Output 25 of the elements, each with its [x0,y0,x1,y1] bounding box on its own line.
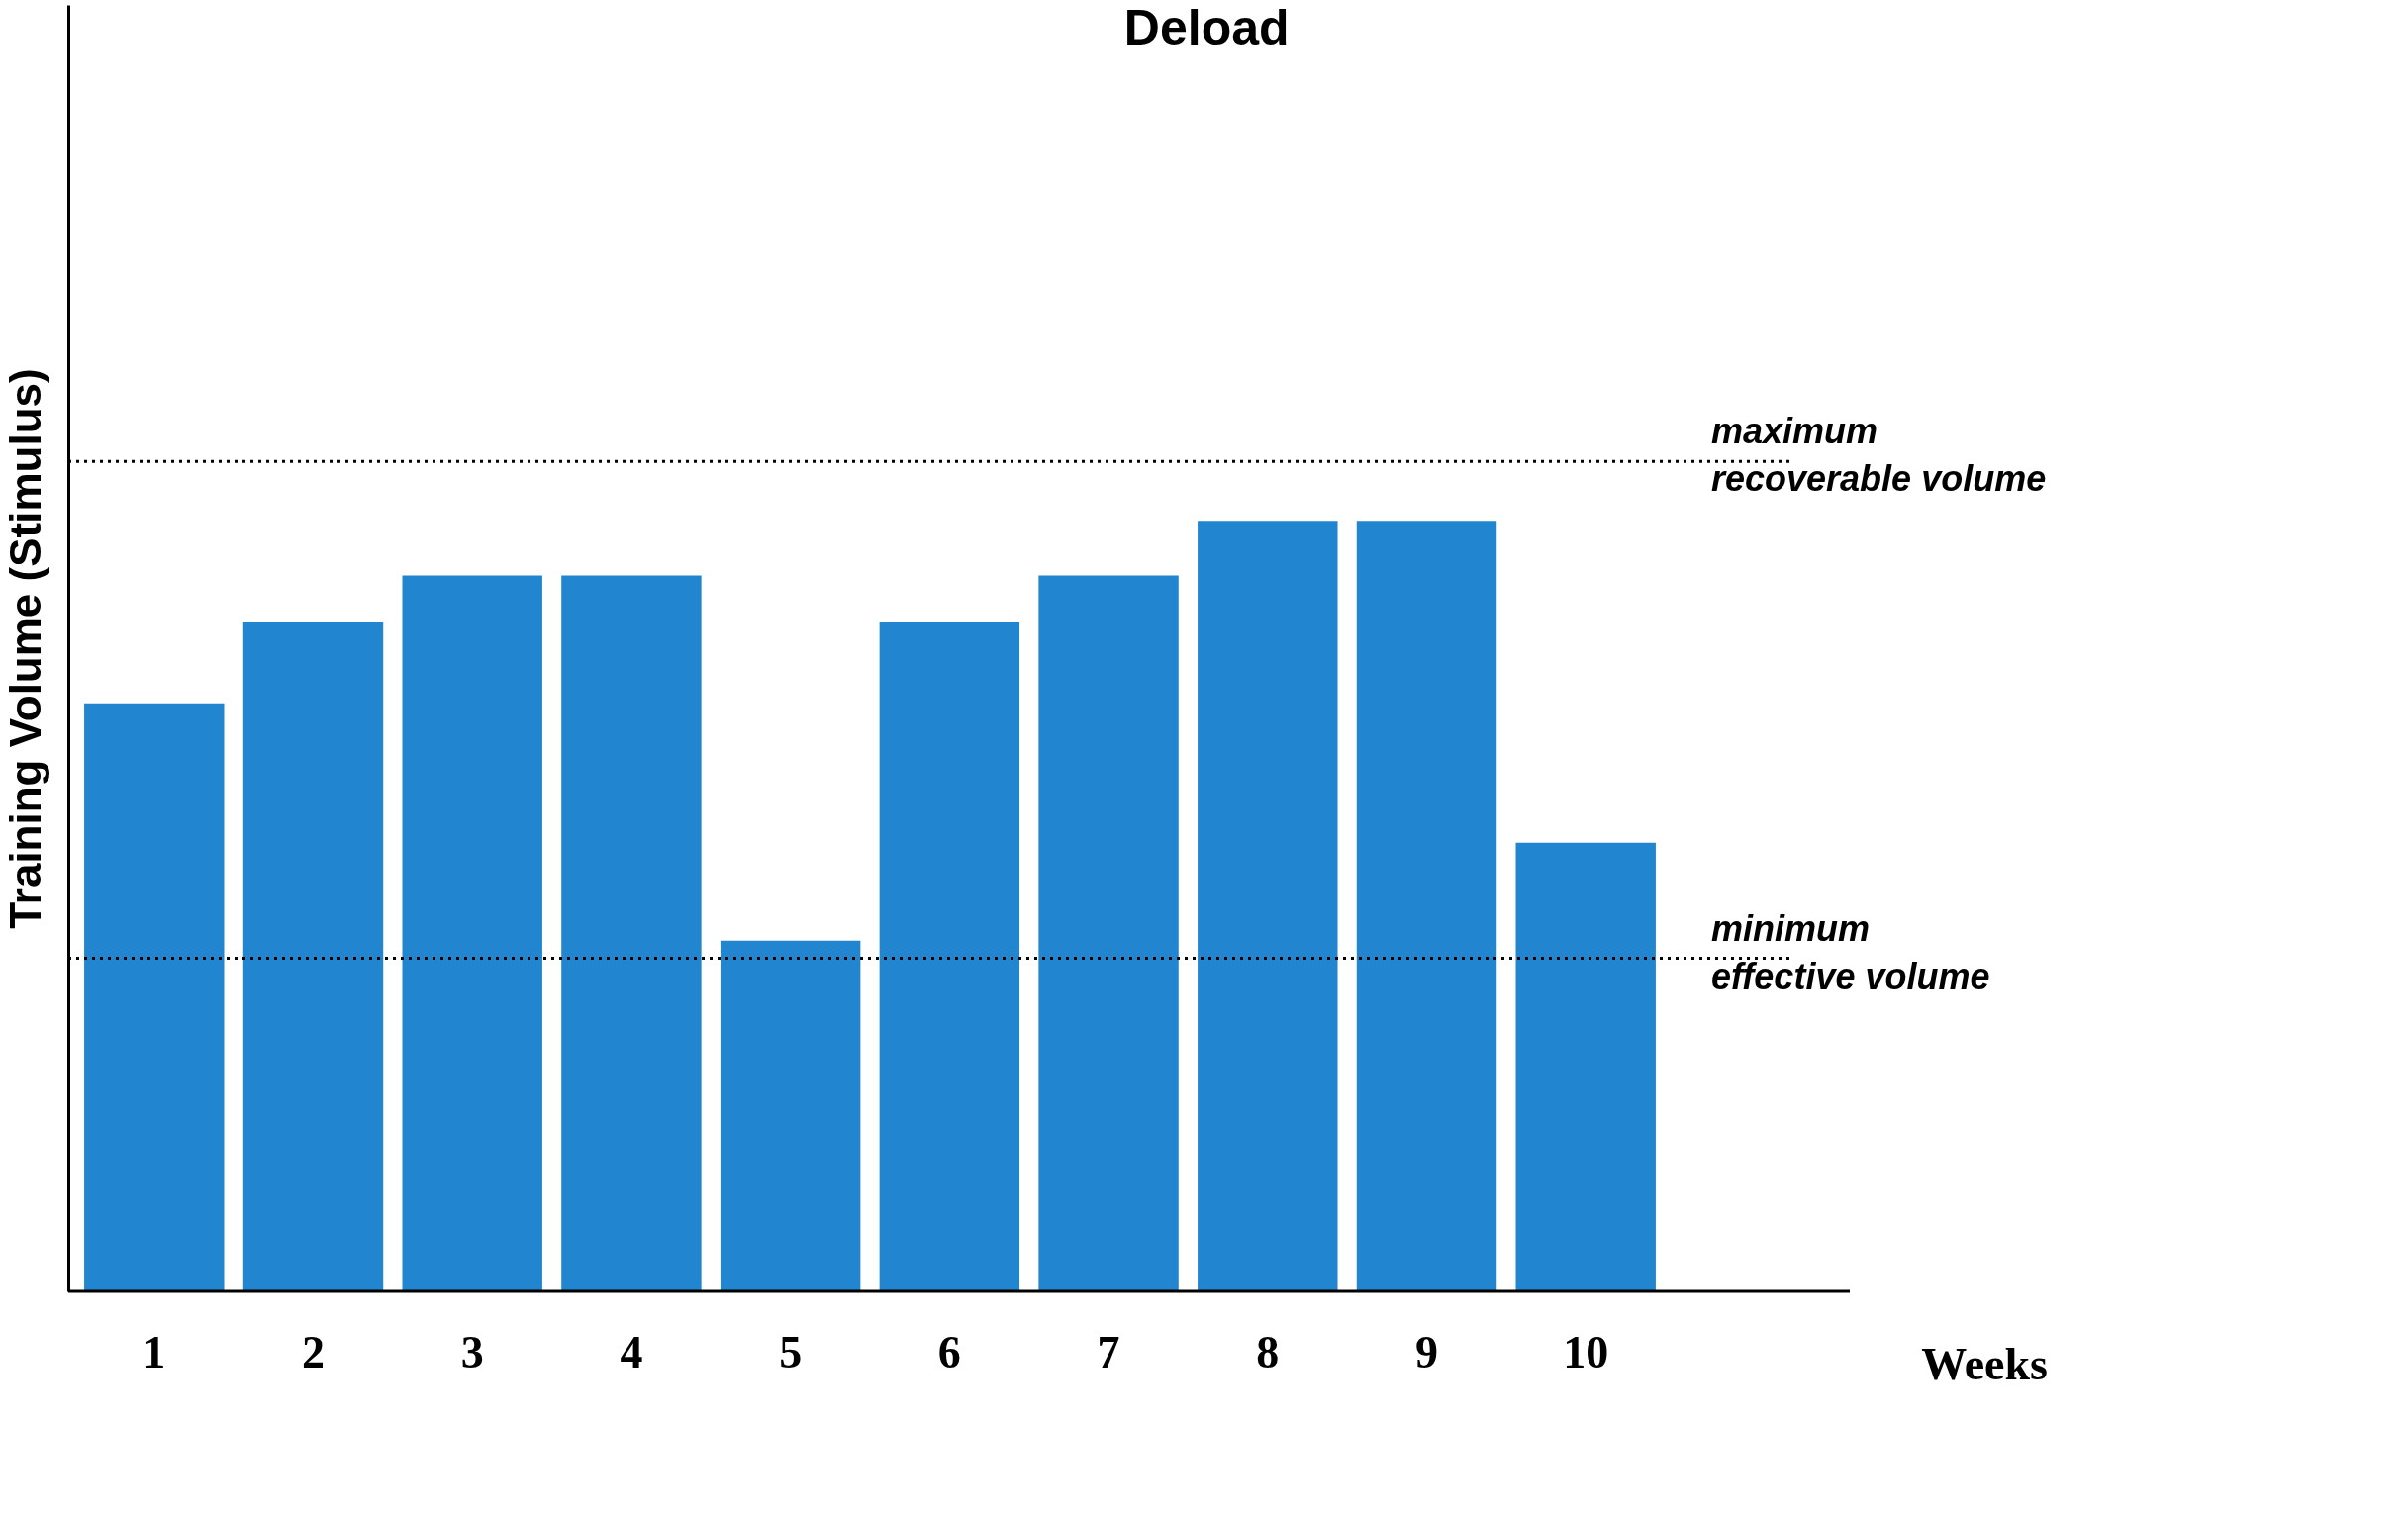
x-tick-label: 7 [1097,1326,1120,1377]
text: Deload [1123,0,1290,55]
bar [84,703,225,1291]
y-axis-title: Training Volume (Stimulus) [0,368,49,929]
x-tick-label: 5 [779,1326,803,1377]
bar [1515,842,1656,1291]
x-tick-label: 4 [620,1326,643,1377]
x-tick-label: 8 [1256,1326,1280,1377]
bar [1198,521,1338,1291]
x-tick-label: 6 [937,1326,961,1377]
bar [879,622,1020,1291]
x-tick-label: 9 [1415,1326,1438,1377]
x-tick-label: 10 [1563,1326,1609,1377]
ref-line-label: minimum effective volume [1711,907,1990,996]
x-tick-label: 1 [143,1326,166,1377]
bar [242,622,384,1291]
x-tick-label: 2 [302,1326,325,1377]
bar [1038,575,1179,1291]
x-axis-title: Weeks [1921,1339,2048,1389]
bar [1356,521,1497,1291]
ref-line-label: maximum recoverable volume [1711,411,2047,500]
bar [720,940,861,1291]
bar [402,575,542,1291]
bar [561,575,702,1291]
x-tick-label: 3 [460,1326,484,1377]
